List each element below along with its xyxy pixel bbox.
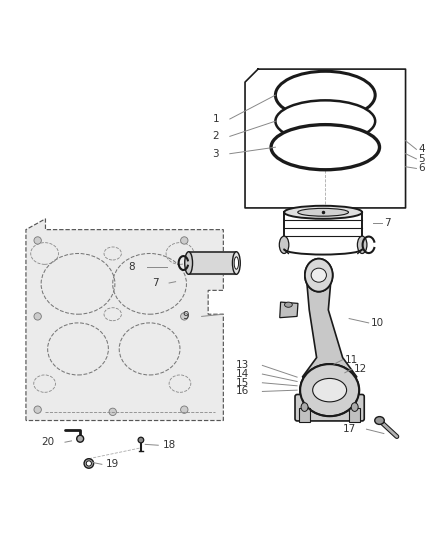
Bar xyxy=(299,408,310,422)
Ellipse shape xyxy=(77,435,84,442)
Ellipse shape xyxy=(233,252,240,274)
Ellipse shape xyxy=(305,259,333,292)
Text: 18: 18 xyxy=(162,440,176,450)
Polygon shape xyxy=(245,69,406,208)
Ellipse shape xyxy=(271,125,379,169)
Text: 16: 16 xyxy=(236,386,249,397)
Text: 7: 7 xyxy=(384,218,391,228)
Ellipse shape xyxy=(34,406,41,414)
Text: 4: 4 xyxy=(419,144,425,155)
FancyBboxPatch shape xyxy=(295,394,364,421)
Ellipse shape xyxy=(300,364,359,416)
Ellipse shape xyxy=(313,378,346,402)
Ellipse shape xyxy=(279,236,289,254)
Ellipse shape xyxy=(84,459,94,468)
Ellipse shape xyxy=(311,268,326,282)
Text: 9: 9 xyxy=(182,311,189,321)
Ellipse shape xyxy=(298,208,349,216)
Polygon shape xyxy=(302,285,357,377)
Text: 20: 20 xyxy=(41,437,54,447)
Ellipse shape xyxy=(285,302,292,308)
Ellipse shape xyxy=(109,408,117,416)
Ellipse shape xyxy=(313,378,346,402)
Text: 11: 11 xyxy=(345,355,358,365)
Polygon shape xyxy=(280,302,298,318)
Text: 8: 8 xyxy=(128,262,134,271)
Text: 15: 15 xyxy=(236,378,249,388)
Ellipse shape xyxy=(180,237,188,244)
Text: 7: 7 xyxy=(152,278,158,288)
Ellipse shape xyxy=(305,259,333,292)
Text: 1: 1 xyxy=(212,114,219,124)
Ellipse shape xyxy=(180,406,188,414)
Ellipse shape xyxy=(138,437,144,443)
Text: 2: 2 xyxy=(212,131,219,141)
Ellipse shape xyxy=(180,313,188,320)
Polygon shape xyxy=(26,219,223,421)
Text: 5: 5 xyxy=(419,154,425,164)
Ellipse shape xyxy=(284,206,362,219)
Text: 19: 19 xyxy=(106,459,120,470)
Text: 10: 10 xyxy=(371,318,384,328)
Text: 12: 12 xyxy=(353,365,367,374)
Ellipse shape xyxy=(234,257,239,269)
Ellipse shape xyxy=(276,100,375,142)
Polygon shape xyxy=(189,252,237,274)
Ellipse shape xyxy=(185,252,193,274)
Ellipse shape xyxy=(375,417,384,424)
Text: 13: 13 xyxy=(236,360,249,370)
Ellipse shape xyxy=(301,403,308,411)
Ellipse shape xyxy=(351,403,358,411)
Text: 14: 14 xyxy=(236,369,249,379)
Ellipse shape xyxy=(311,268,326,282)
Ellipse shape xyxy=(86,461,92,466)
Text: 17: 17 xyxy=(343,424,356,434)
Text: 6: 6 xyxy=(419,164,425,173)
Text: 3: 3 xyxy=(212,149,219,159)
Ellipse shape xyxy=(300,364,359,416)
Ellipse shape xyxy=(34,237,41,244)
Bar xyxy=(350,408,360,422)
Ellipse shape xyxy=(276,71,375,119)
Ellipse shape xyxy=(34,313,41,320)
Ellipse shape xyxy=(357,236,367,254)
